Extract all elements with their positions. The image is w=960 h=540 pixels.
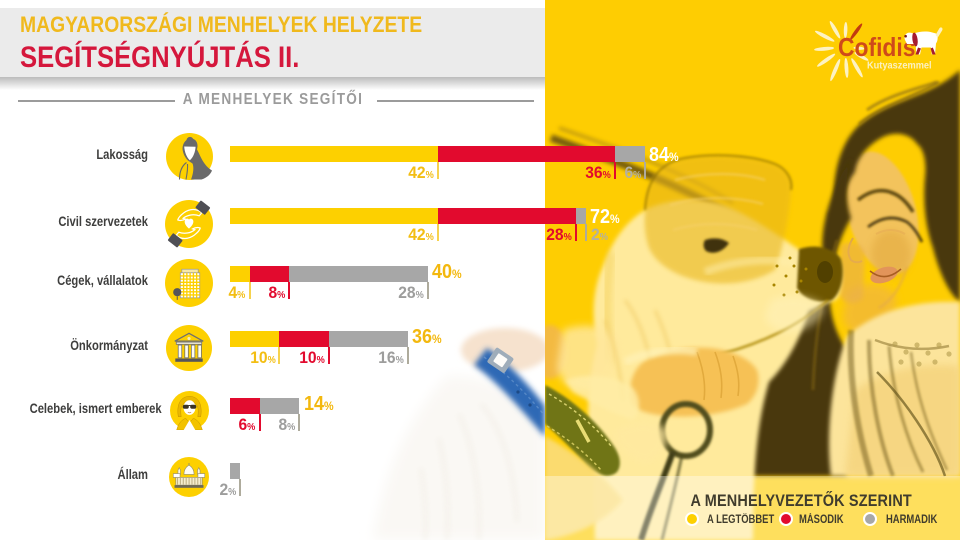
svg-text:Cofidis: Cofidis (838, 34, 915, 63)
svg-text:Kutyaszemmel: Kutyaszemmel (867, 60, 932, 72)
